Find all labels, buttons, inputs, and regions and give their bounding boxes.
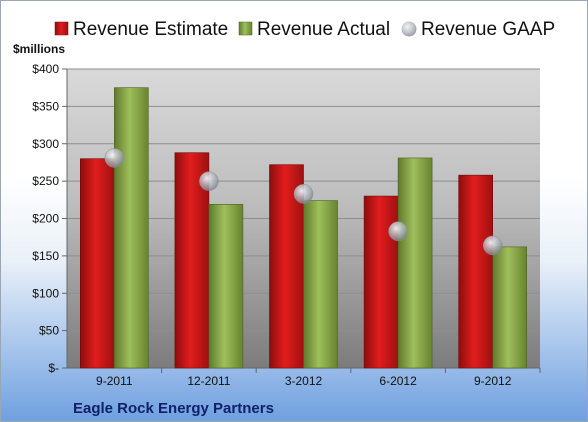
y-tick-label: $400 xyxy=(32,62,59,76)
y-tick-label: $100 xyxy=(32,286,59,300)
legend-item-actual: Revenue Actual xyxy=(238,19,390,40)
y-tick-label: $- xyxy=(48,361,59,375)
x-tick-label: 6-2012 xyxy=(379,374,417,388)
legend-swatch-gaap xyxy=(401,21,417,37)
point-revenue-gaap xyxy=(482,235,503,256)
legend-swatch-estimate xyxy=(54,21,69,36)
point-revenue-gaap xyxy=(388,221,408,241)
y-tick-label: $150 xyxy=(32,249,59,263)
x-tick-label: 3-2012 xyxy=(285,374,323,388)
bar-revenue-estimate xyxy=(458,174,494,369)
gaap-points xyxy=(104,148,503,256)
bar-revenue-estimate xyxy=(363,195,399,369)
y-axis-unit-label: $millions xyxy=(13,42,65,56)
company-name: Eagle Rock Energy Partners xyxy=(73,400,274,417)
y-tick-label: $200 xyxy=(32,212,59,226)
legend-label-estimate: Revenue Estimate xyxy=(73,19,228,40)
legend-item-estimate: Revenue Estimate xyxy=(54,19,228,40)
legend-label-gaap: Revenue GAAP xyxy=(421,19,555,40)
y-tick-label: $300 xyxy=(32,137,59,151)
bar-revenue-actual xyxy=(397,157,433,369)
point-revenue-gaap xyxy=(104,148,125,168)
x-tick-label: 9-2012 xyxy=(474,374,512,388)
bar-revenue-actual xyxy=(303,200,338,369)
x-axis-ticks: 9-2011 12-2011 3-2012 6-2012 9-2012 xyxy=(96,368,541,388)
bar-revenue-actual xyxy=(114,87,149,369)
y-tick-label: $50 xyxy=(39,324,59,338)
point-revenue-gaap xyxy=(199,171,219,191)
x-tick-label: 9-2011 xyxy=(96,374,133,388)
legend-item-gaap: Revenue GAAP xyxy=(401,19,555,40)
bar-revenue-actual xyxy=(492,246,528,369)
x-tick-label: 12-2011 xyxy=(187,374,230,388)
legend-swatch-actual xyxy=(238,21,253,36)
legend-label-actual: Revenue Actual xyxy=(257,19,390,40)
bar-revenue-estimate xyxy=(80,158,115,369)
y-tick-label: $350 xyxy=(32,99,59,113)
bar-revenue-actual xyxy=(208,203,244,369)
y-tick-label: $250 xyxy=(32,174,59,188)
point-revenue-gaap xyxy=(293,184,314,204)
legend: Revenue Estimate Revenue Actual Revenue … xyxy=(54,19,555,40)
